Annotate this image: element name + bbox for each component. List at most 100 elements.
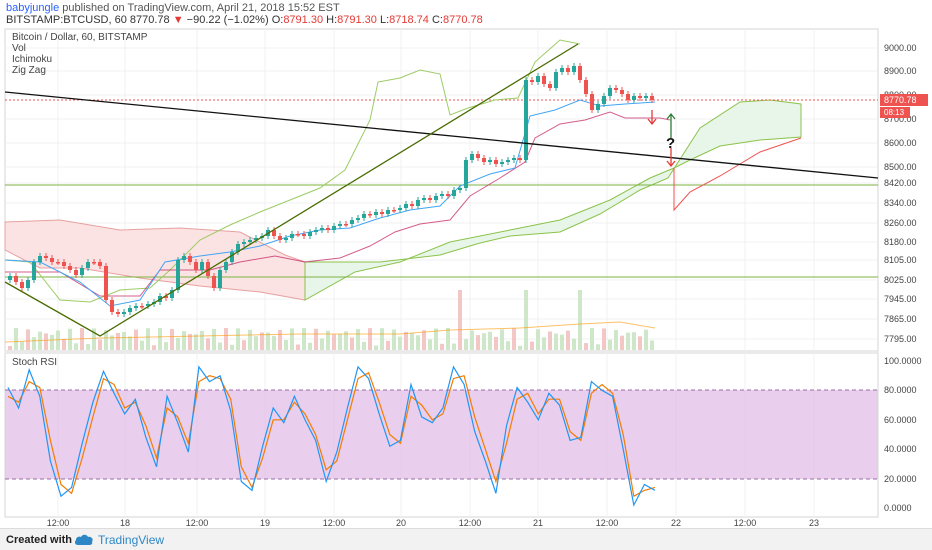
candle[interactable] bbox=[134, 306, 138, 308]
candle[interactable] bbox=[500, 162, 504, 164]
candle[interactable] bbox=[542, 76, 546, 84]
candle[interactable] bbox=[74, 270, 78, 275]
candle[interactable] bbox=[32, 262, 36, 280]
candle[interactable] bbox=[56, 262, 60, 264]
candle[interactable] bbox=[128, 308, 132, 312]
legend-zigzag[interactable]: Zig Zag bbox=[12, 65, 46, 76]
candle[interactable] bbox=[464, 160, 468, 188]
candle[interactable] bbox=[188, 256, 192, 262]
candle[interactable] bbox=[62, 262, 66, 266]
candle[interactable] bbox=[14, 276, 18, 282]
candle[interactable] bbox=[458, 188, 462, 190]
candle[interactable] bbox=[506, 160, 510, 162]
time-axis[interactable]: 12:00 18 12:00 19 12:00 20 12:00 21 12:00 22 12:00… bbox=[47, 518, 819, 528]
candle[interactable] bbox=[254, 238, 258, 240]
candle[interactable] bbox=[230, 252, 234, 262]
candle[interactable] bbox=[404, 204, 408, 208]
candle[interactable] bbox=[452, 190, 456, 196]
price-axis[interactable]: 9000.008900.008800.008700.008600.008500.… bbox=[884, 43, 917, 344]
legend-ichimoku[interactable]: Ichimoku bbox=[12, 54, 52, 65]
candle[interactable] bbox=[182, 256, 186, 260]
candle[interactable] bbox=[482, 158, 486, 162]
candle[interactable] bbox=[566, 68, 570, 72]
candle[interactable] bbox=[80, 268, 84, 275]
candle[interactable] bbox=[272, 230, 276, 236]
candle[interactable] bbox=[536, 76, 540, 82]
candle[interactable] bbox=[278, 236, 282, 240]
candle[interactable] bbox=[236, 244, 240, 252]
candle[interactable] bbox=[320, 228, 324, 230]
candle[interactable] bbox=[374, 212, 378, 215]
candle[interactable] bbox=[614, 88, 618, 90]
candle[interactable] bbox=[644, 96, 648, 98]
candle[interactable] bbox=[488, 160, 492, 162]
candle[interactable] bbox=[122, 312, 126, 314]
candle[interactable] bbox=[68, 266, 72, 270]
legend-vol[interactable]: Vol bbox=[12, 43, 26, 54]
candle[interactable] bbox=[386, 210, 390, 214]
stoch-axis[interactable]: 100.0000 80.0000 60.0000 40.0000 20.0000 0.00… bbox=[884, 356, 922, 513]
candle[interactable] bbox=[224, 262, 228, 270]
candle[interactable] bbox=[494, 160, 498, 164]
candle[interactable] bbox=[620, 90, 624, 94]
candle[interactable] bbox=[92, 262, 96, 264]
candle[interactable] bbox=[638, 96, 642, 98]
candle[interactable] bbox=[350, 220, 354, 224]
candle[interactable] bbox=[524, 80, 528, 160]
candle[interactable] bbox=[344, 224, 348, 226]
candle[interactable] bbox=[26, 280, 30, 288]
descending-trendline[interactable] bbox=[4, 91, 879, 179]
candle[interactable] bbox=[38, 256, 42, 262]
candle[interactable] bbox=[584, 80, 588, 94]
candle[interactable] bbox=[578, 66, 582, 80]
candle[interactable] bbox=[200, 262, 204, 270]
candle[interactable] bbox=[206, 262, 210, 276]
candle[interactable] bbox=[476, 154, 480, 158]
candle[interactable] bbox=[140, 306, 144, 308]
zigzag-line[interactable] bbox=[4, 43, 579, 337]
candle[interactable] bbox=[554, 72, 558, 88]
candle[interactable] bbox=[170, 290, 174, 298]
candle[interactable] bbox=[470, 154, 474, 160]
candle[interactable] bbox=[284, 238, 288, 240]
tradingview-logo[interactable]: TradingView bbox=[74, 532, 164, 548]
author-link[interactable]: babyjungle bbox=[6, 2, 60, 14]
candle[interactable] bbox=[104, 266, 108, 300]
candles[interactable] bbox=[8, 63, 654, 317]
candle[interactable] bbox=[632, 96, 636, 100]
candle[interactable] bbox=[242, 242, 246, 244]
candle[interactable] bbox=[512, 158, 516, 160]
candle[interactable] bbox=[50, 258, 54, 262]
candle[interactable] bbox=[356, 218, 360, 220]
candle[interactable] bbox=[20, 282, 24, 288]
chart-canvas[interactable]: ? Bitcoin / Dollar, 60, BITSTAMP Vol Ich… bbox=[0, 28, 932, 528]
legend-main[interactable]: Bitcoin / Dollar, 60, BITSTAMP bbox=[12, 32, 148, 43]
candle[interactable] bbox=[650, 96, 654, 100]
candle[interactable] bbox=[338, 224, 342, 226]
candle[interactable] bbox=[446, 194, 450, 196]
candle[interactable] bbox=[290, 234, 294, 238]
candle[interactable] bbox=[548, 84, 552, 88]
candle[interactable] bbox=[308, 232, 312, 236]
candle[interactable] bbox=[296, 234, 300, 236]
candle[interactable] bbox=[572, 66, 576, 72]
candle[interactable] bbox=[362, 214, 366, 218]
candle[interactable] bbox=[560, 68, 564, 72]
candle[interactable] bbox=[326, 228, 330, 230]
candle[interactable] bbox=[368, 214, 372, 216]
candle[interactable] bbox=[176, 260, 180, 290]
candle[interactable] bbox=[602, 96, 606, 104]
candle[interactable] bbox=[212, 276, 216, 288]
candle[interactable] bbox=[8, 276, 12, 280]
candle[interactable] bbox=[530, 80, 534, 82]
candle[interactable] bbox=[398, 208, 402, 210]
candle[interactable] bbox=[434, 196, 438, 200]
candle[interactable] bbox=[416, 200, 420, 206]
candle[interactable] bbox=[314, 230, 318, 232]
candle[interactable] bbox=[110, 300, 114, 312]
candle[interactable] bbox=[98, 262, 102, 266]
stoch-legend[interactable]: Stoch RSI bbox=[12, 357, 57, 368]
candle[interactable] bbox=[626, 94, 630, 100]
candle[interactable] bbox=[380, 212, 384, 214]
candle[interactable] bbox=[608, 88, 612, 96]
